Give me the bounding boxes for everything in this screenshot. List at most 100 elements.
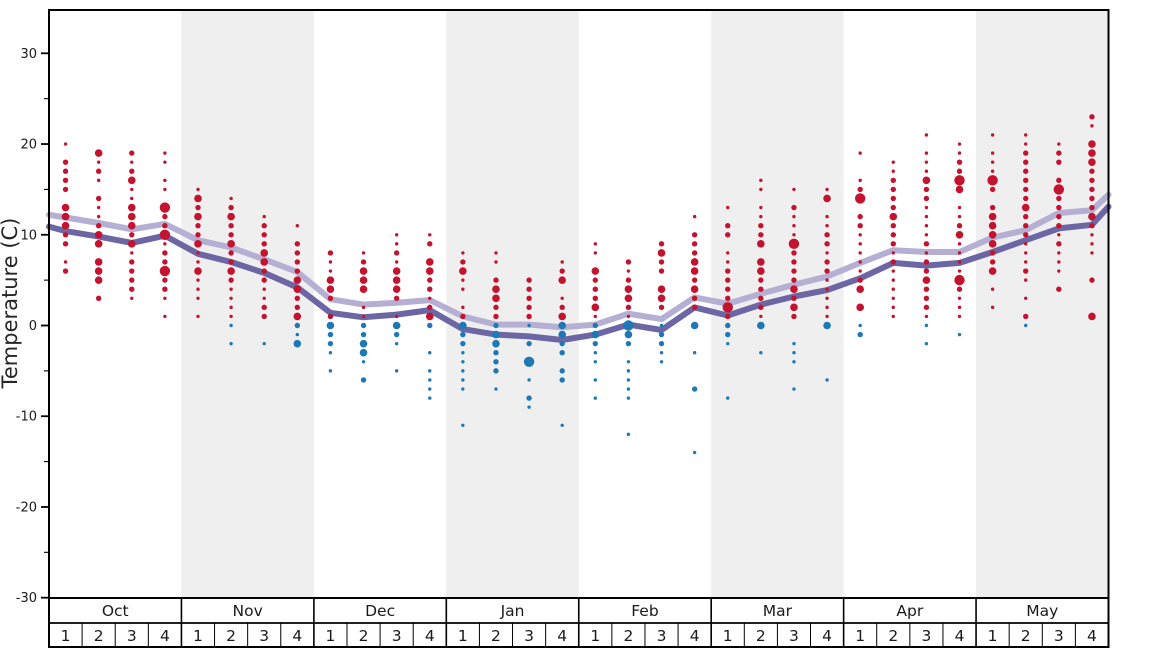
month-label: Jan bbox=[500, 602, 525, 620]
warm-temp-dot bbox=[924, 160, 929, 164]
warm-temp-dot bbox=[293, 276, 302, 284]
warm-temp-dot bbox=[1057, 233, 1061, 237]
warm-temp-dot bbox=[1057, 251, 1061, 255]
warm-temp-dot bbox=[1056, 204, 1062, 211]
warm-temp-dot bbox=[392, 267, 401, 275]
warm-temp-dot bbox=[1023, 313, 1029, 320]
warm-temp-dot bbox=[558, 312, 566, 321]
warm-temp-dot bbox=[294, 250, 301, 256]
warm-temp-dot bbox=[957, 205, 962, 210]
warm-temp-dot bbox=[130, 296, 134, 300]
week-number-label: 4 bbox=[690, 627, 700, 645]
warm-temp-dot bbox=[194, 240, 202, 248]
warm-temp-dot bbox=[260, 258, 269, 266]
warm-temp-dot bbox=[924, 133, 929, 137]
cold-temp-dot bbox=[559, 377, 565, 383]
warm-temp-dot bbox=[196, 187, 200, 192]
cold-temp-dot bbox=[428, 378, 432, 382]
warm-temp-dot bbox=[758, 277, 764, 283]
warm-temp-dot bbox=[1056, 177, 1062, 184]
cold-temp-dot bbox=[792, 341, 796, 346]
warm-temp-dot bbox=[229, 296, 233, 300]
warm-temp-dot bbox=[492, 285, 500, 294]
warm-temp-dot bbox=[62, 232, 69, 238]
warm-temp-dot bbox=[94, 240, 103, 248]
warm-temp-dot bbox=[294, 259, 301, 265]
cold-temp-dot bbox=[427, 322, 433, 329]
warm-temp-dot bbox=[425, 312, 434, 321]
week-number-label: 2 bbox=[623, 627, 633, 645]
cold-temp-dot bbox=[924, 323, 929, 328]
warm-temp-dot bbox=[791, 295, 797, 301]
warm-temp-dot bbox=[61, 221, 70, 230]
warm-temp-dot bbox=[990, 151, 995, 155]
warm-temp-dot bbox=[360, 259, 367, 265]
warm-temp-dot bbox=[1023, 159, 1029, 165]
warm-temp-dot bbox=[127, 240, 136, 248]
warm-temp-dot bbox=[94, 276, 103, 284]
warm-temp-dot bbox=[95, 222, 102, 229]
cold-temp-dot bbox=[792, 360, 796, 364]
warm-temp-dot bbox=[1021, 203, 1030, 212]
cold-temp-dot bbox=[461, 351, 465, 355]
warm-temp-dot bbox=[94, 267, 103, 275]
warm-temp-dot bbox=[526, 304, 532, 311]
week-number-label: 2 bbox=[94, 627, 104, 645]
warm-temp-dot bbox=[1056, 150, 1062, 156]
warm-temp-dot bbox=[657, 285, 666, 294]
warm-temp-dot bbox=[526, 295, 532, 301]
warm-temp-dot bbox=[394, 260, 399, 264]
warm-temp-dot bbox=[129, 168, 135, 174]
warm-temp-dot bbox=[159, 265, 171, 277]
week-number-label: 2 bbox=[888, 627, 898, 645]
cold-temp-dot bbox=[658, 331, 665, 338]
warm-temp-dot bbox=[227, 267, 235, 275]
cold-temp-dot bbox=[394, 341, 399, 346]
warm-temp-dot bbox=[725, 222, 731, 229]
warm-temp-dot bbox=[127, 203, 136, 212]
warm-temp-dot bbox=[924, 314, 929, 319]
cold-temp-dot bbox=[428, 396, 432, 400]
warm-temp-dot bbox=[858, 242, 862, 246]
warm-temp-dot bbox=[196, 260, 200, 264]
cold-temp-dot bbox=[559, 350, 565, 356]
warm-temp-dot bbox=[1057, 142, 1061, 146]
warm-temp-dot bbox=[194, 194, 202, 203]
shaded-band bbox=[181, 10, 314, 598]
warm-temp-dot bbox=[791, 259, 797, 265]
week-number-label: 1 bbox=[723, 627, 733, 645]
cold-temp-dot bbox=[658, 340, 665, 347]
average-low-line bbox=[46, 203, 1112, 343]
warm-temp-dot bbox=[328, 260, 333, 264]
cold-temp-dot bbox=[493, 359, 499, 365]
warm-temp-dot bbox=[990, 133, 995, 137]
warm-temp-dot bbox=[163, 314, 167, 319]
week-number-label: 4 bbox=[557, 627, 567, 645]
cold-temp-dot bbox=[626, 378, 631, 382]
warm-temp-dot bbox=[625, 304, 632, 311]
warm-temp-dot bbox=[956, 168, 963, 174]
warm-temp-dot bbox=[228, 259, 234, 265]
warm-temp-dot bbox=[61, 203, 70, 212]
cold-temp-dot bbox=[692, 450, 697, 455]
warm-temp-dot bbox=[593, 242, 598, 246]
warm-temp-dot bbox=[790, 285, 798, 294]
warm-temp-dot bbox=[825, 278, 829, 282]
week-number-label: 4 bbox=[425, 627, 435, 645]
warm-temp-dot bbox=[1088, 212, 1096, 221]
cold-temp-dot bbox=[560, 423, 564, 428]
warm-temp-dot bbox=[990, 169, 995, 173]
warm-temp-dot bbox=[1090, 233, 1094, 237]
warm-temp-dot bbox=[1089, 204, 1095, 211]
warm-temp-dot bbox=[890, 259, 896, 265]
warm-temp-dot bbox=[988, 267, 997, 275]
cold-temp-dot bbox=[262, 341, 266, 346]
warm-temp-dot bbox=[957, 314, 962, 319]
cold-temp-dot bbox=[691, 386, 698, 392]
cold-temp-dot bbox=[792, 387, 796, 391]
warm-temp-dot bbox=[891, 287, 895, 291]
warm-temp-dot bbox=[592, 295, 599, 301]
cold-temp-dot bbox=[725, 322, 731, 329]
warm-temp-dot bbox=[558, 276, 566, 284]
